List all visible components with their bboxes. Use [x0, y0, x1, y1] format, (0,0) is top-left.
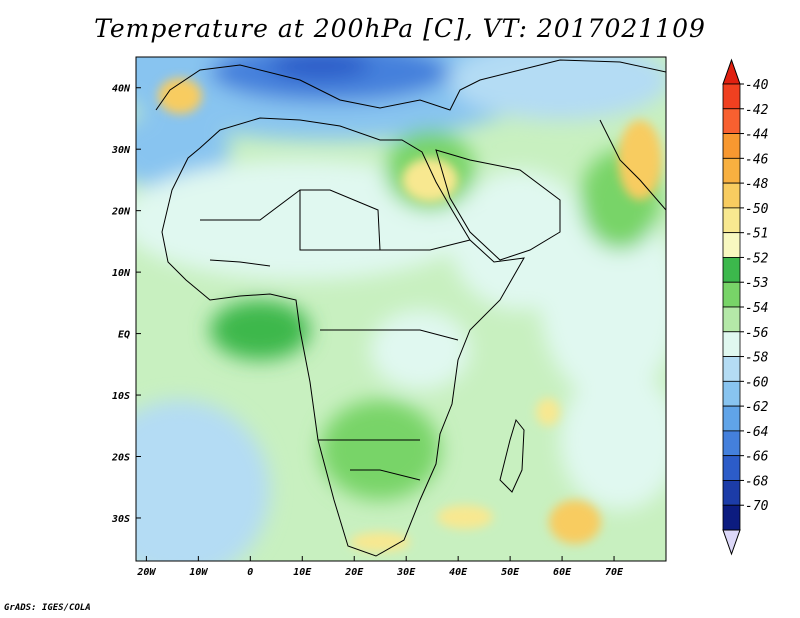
lat-tick-label-4: EQ [118, 330, 130, 341]
lat-tick-label-3: 10N [112, 268, 131, 279]
colorbar-label-10: -56 [745, 326, 769, 341]
temperature-field [136, 57, 666, 561]
colorbar-label-14: -64 [745, 425, 768, 440]
colorbar-label-11: -58 [745, 351, 769, 366]
lon-tick-label-8: 60E [553, 567, 572, 578]
lon-tick-label-2: 0 [247, 567, 253, 578]
colorbar-label-17: -70 [745, 499, 769, 514]
grads-credit: GrADS: IGES/COLA [4, 603, 91, 613]
colorbar-swatch-12 [722, 380, 741, 407]
lon-tick-label-1: 10W [189, 567, 208, 578]
colorbar-swatch-16 [722, 480, 741, 506]
lon-tick-label-4: 20E [344, 567, 364, 578]
colorbar-swatch-0 [722, 83, 741, 110]
colorbar-swatch-10 [722, 331, 741, 357]
colorbar-swatch-14 [722, 430, 741, 457]
colorbar-label-1: -42 [745, 103, 769, 118]
colorbar-bottom-arrow [722, 529, 741, 556]
colorbar-label-6: -51 [745, 227, 768, 242]
colorbar-label-5: -50 [745, 202, 769, 217]
colorbar-swatch-2 [722, 133, 741, 159]
colorbar-swatch-13 [722, 405, 741, 432]
lat-tick-label-0: 40N [112, 84, 131, 95]
colorbar-label-8: -53 [745, 276, 768, 291]
lon-tick-label-5: 30E [396, 567, 416, 578]
colorbar-swatch-7 [722, 257, 741, 283]
colorbar-swatch-11 [722, 356, 741, 382]
lon-tick-label-7: 50E [501, 567, 520, 578]
colorbar-swatch-15 [722, 455, 741, 481]
lon-tick-label-9: 70E [605, 567, 624, 578]
colorbar-swatch-6 [722, 232, 741, 258]
colorbar-swatch-5 [722, 207, 741, 234]
colorbar-label-15: -66 [745, 450, 769, 465]
colorbar-top-arrow [722, 58, 741, 85]
colorbar-label-9: -54 [745, 301, 768, 316]
colorbar-swatch-17 [722, 504, 741, 531]
colorbar-label-4: -48 [745, 177, 769, 192]
colorbar-swatch-9 [722, 306, 741, 333]
colorbar-label-16: -68 [745, 474, 769, 489]
colorbar-label-0: -40 [745, 78, 769, 93]
longitude-axis: 20W 10W 0 10E 20E 30E 40E 50E 60E 70E [136, 556, 624, 578]
colorbar-swatch-4 [722, 182, 741, 209]
lon-tick-label-3: 10E [293, 567, 312, 578]
lat-tick-label-1: 30N [111, 145, 131, 156]
colorbar-label-12: -60 [745, 375, 769, 390]
colorbar: -40 -42 -44 -46 -48 -50 -51 -52 -53 -54 -56 -58 -60 -… [722, 58, 769, 556]
colorbar-swatch-3 [722, 157, 741, 184]
colorbar-label-2: -44 [745, 128, 768, 143]
colorbar-label-13: -62 [745, 400, 769, 415]
latitude-axis: 40N 30N 20N 10N EQ 10S 20S 30S [111, 84, 141, 525]
lon-tick-label-6: 40E [449, 567, 468, 578]
lat-tick-label-2: 20N [111, 207, 131, 218]
colorbar-label-7: -52 [745, 251, 769, 266]
map-title: Temperature at 200hPa [C], VT: 201702110… [94, 14, 706, 43]
lat-tick-label-6: 20S [111, 453, 130, 464]
lon-tick-label-0: 20W [136, 567, 156, 578]
colorbar-swatch-1 [722, 108, 741, 134]
colorbar-label-3: -46 [745, 152, 769, 167]
coastline-outlines [155, 59, 666, 557]
lat-tick-label-7: 30S [111, 514, 130, 525]
plot-frame [135, 56, 667, 562]
colorbar-swatch-8 [722, 281, 741, 308]
lat-tick-label-5: 10S [112, 391, 130, 402]
